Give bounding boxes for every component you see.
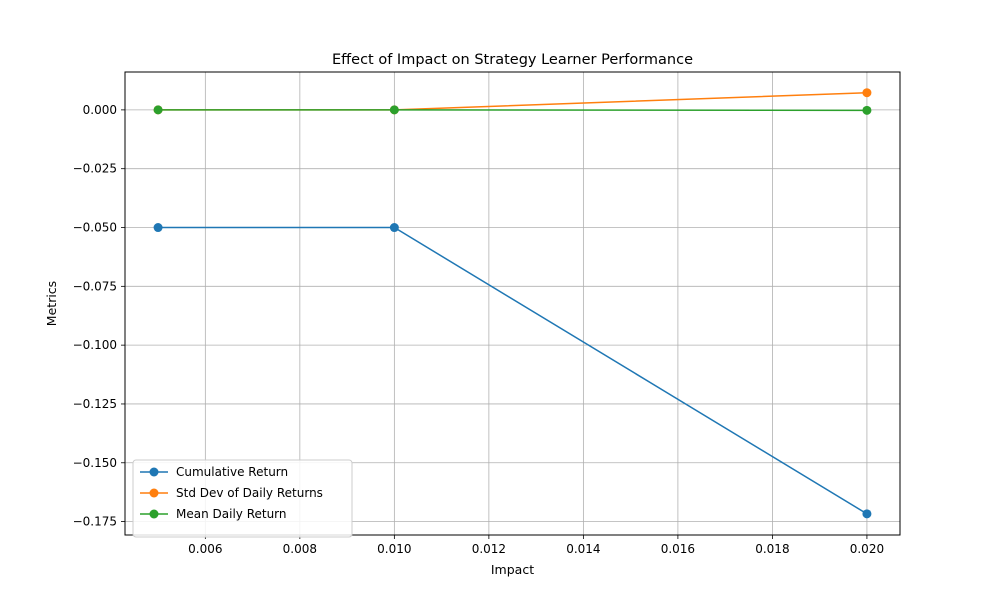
legend-label: Mean Daily Return [176, 507, 287, 521]
y-axis-label: Metrics [44, 281, 59, 326]
data-point [390, 105, 399, 114]
x-axis-label: Impact [491, 562, 534, 577]
data-point [390, 223, 399, 232]
x-tick-label: 0.018 [755, 542, 789, 556]
y-tick-label: 0.000 [83, 103, 117, 117]
y-tick-label: −0.075 [73, 279, 117, 293]
x-tick-label: 0.006 [188, 542, 222, 556]
x-tick-label: 0.020 [850, 542, 884, 556]
legend-swatch-marker [150, 489, 159, 498]
x-tick-label: 0.008 [283, 542, 317, 556]
y-tick-label: −0.050 [73, 221, 117, 235]
legend-label: Cumulative Return [176, 465, 288, 479]
data-point [154, 223, 163, 232]
x-tick-label: 0.016 [661, 542, 695, 556]
legend-swatch-marker [150, 510, 159, 519]
legend-label: Std Dev of Daily Returns [176, 486, 323, 500]
x-tick-label: 0.012 [472, 542, 506, 556]
x-tick-label: 0.014 [566, 542, 600, 556]
chart-title: Effect of Impact on Strategy Learner Per… [332, 52, 693, 68]
data-point [862, 106, 871, 115]
data-point [862, 88, 871, 97]
y-tick-label: −0.025 [73, 162, 117, 176]
x-tick-label: 0.010 [377, 542, 411, 556]
legend-swatch-marker [150, 468, 159, 477]
legend: Cumulative Return Std Dev of Daily Return… [133, 460, 352, 537]
y-tick-label: −0.125 [73, 397, 117, 411]
y-tick-label: −0.175 [73, 515, 117, 529]
data-point [154, 105, 163, 114]
y-tick-label: −0.150 [73, 456, 117, 470]
y-tick-label: −0.100 [73, 338, 117, 352]
data-point [862, 509, 871, 518]
